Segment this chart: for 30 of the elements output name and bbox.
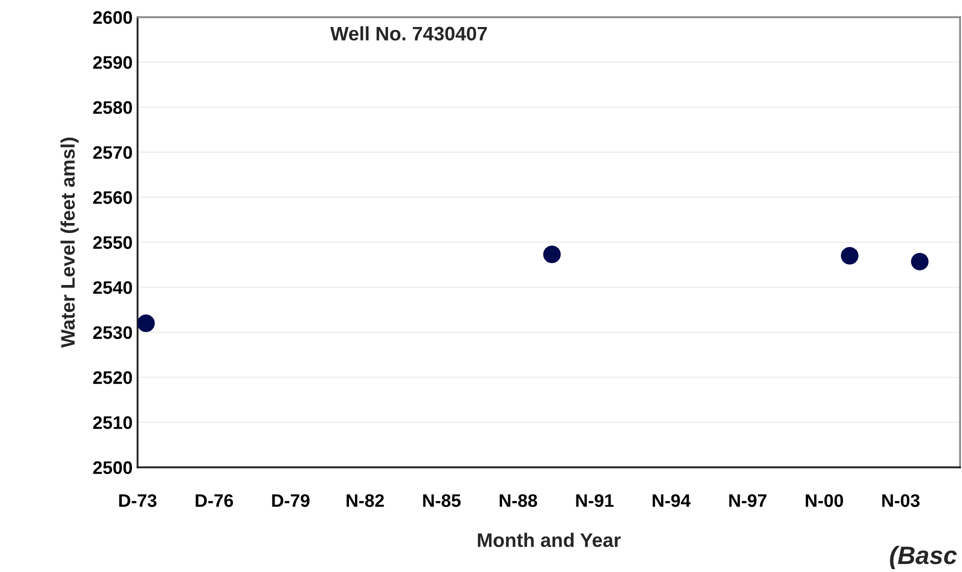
y-tick-label: 2530	[93, 326, 132, 340]
x-tick-label: N-91	[576, 494, 614, 507]
y-tick-label: 2500	[93, 461, 132, 474]
y-tick-label: 2570	[93, 146, 132, 159]
point	[911, 252, 929, 270]
y-tick-label: 2520	[93, 371, 132, 384]
y-tick-label: 2510	[93, 416, 132, 430]
text: (Basc	[890, 546, 957, 570]
point	[840, 246, 858, 265]
y-tick-label: 2600	[93, 11, 132, 24]
x-tick-label: N-82	[346, 494, 384, 507]
y-tick-label: 2580	[93, 101, 132, 114]
y-tick-label: 2560	[93, 191, 132, 204]
point	[138, 314, 155, 332]
x-tick-label: D-76	[196, 494, 234, 507]
chart-title: Well No. 7430407	[330, 26, 487, 41]
x-tick-label: N-85	[423, 494, 461, 507]
y-tick-label: 2590	[93, 56, 132, 69]
x-tick-label: D-73	[119, 494, 156, 507]
y-tick-label: 2550	[93, 236, 132, 249]
x-tick-label: N-94	[652, 494, 691, 507]
y-tick-label: 2540	[93, 281, 132, 294]
x-tick-label: N-00	[806, 494, 844, 507]
x-axis-title: Month and Year	[478, 532, 621, 548]
y-axis-title: Water Level (feet amsl)	[60, 138, 79, 348]
x-tick-label: N-03	[882, 494, 920, 507]
x-tick-label: N-88	[500, 494, 538, 507]
x-tick-label: N-97	[729, 494, 766, 507]
point	[543, 246, 561, 264]
x-tick-label: D-79	[272, 494, 310, 507]
